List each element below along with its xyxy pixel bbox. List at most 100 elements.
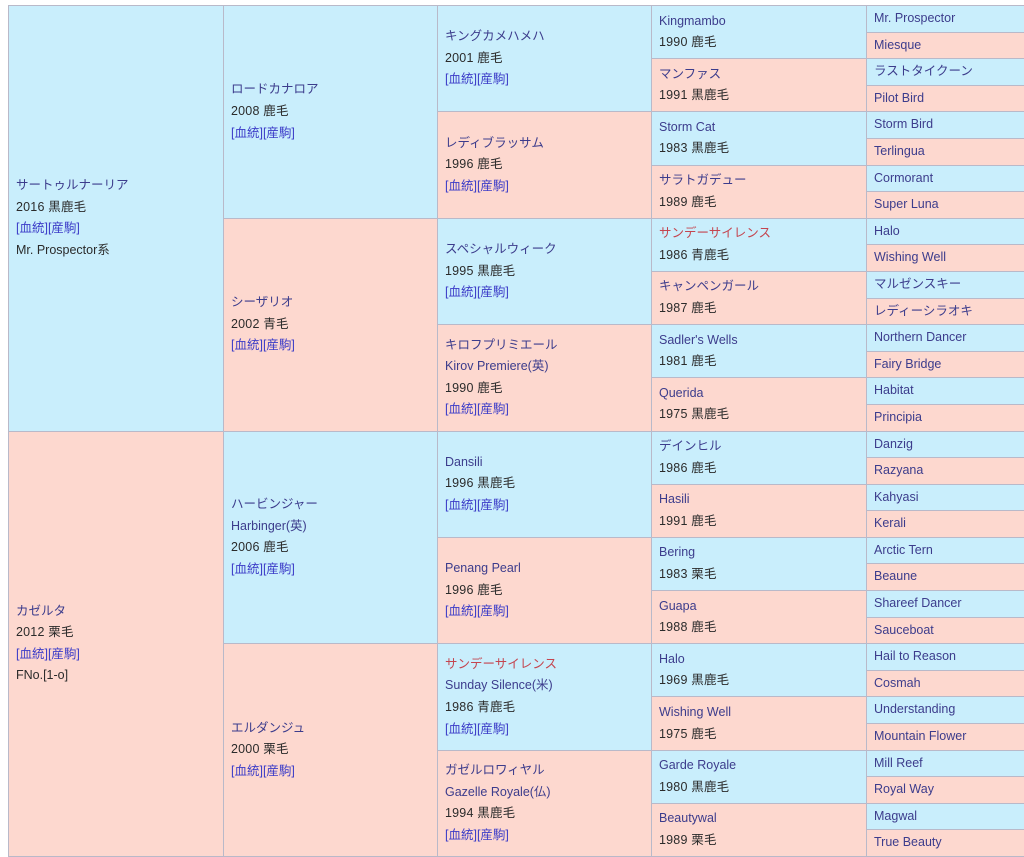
pedigree-cell-gen5-8: Halo	[867, 218, 1024, 245]
horse-name: スペシャルウィーク	[445, 239, 645, 261]
horse-year-color: 1987 鹿毛	[659, 298, 860, 320]
horse-year-color: 1986 鹿毛	[659, 458, 860, 480]
pedigree-cell-gen5-14: Habitat	[867, 378, 1024, 405]
horse-name: Bering	[659, 542, 860, 564]
horse-name: ロードカナロア	[231, 79, 431, 101]
family-number-label: FNo.[1-o]	[16, 665, 217, 687]
horse-name: Hail to Reason	[874, 646, 1024, 668]
pedigree-cell-gen5-18: Kahyasi	[867, 484, 1024, 511]
horse-name: サートゥルナーリア	[16, 175, 217, 197]
pedigree-cell-gen5-3: Pilot Bird	[867, 85, 1024, 112]
blood-offspring-links[interactable]: [血統][産駒]	[445, 282, 645, 304]
horse-name: Pilot Bird	[874, 88, 1024, 110]
horse-year-color: 1996 鹿毛	[445, 580, 645, 602]
pedigree-cell-gen5-28: Mill Reef	[867, 750, 1024, 777]
horse-name: レディブラッサム	[445, 133, 645, 155]
horse-name: デインヒル	[659, 436, 860, 458]
horse-name: Dansili	[445, 452, 645, 474]
horse-year-color: 1983 栗毛	[659, 564, 860, 586]
pedigree-cell-gen5-26: Understanding	[867, 697, 1024, 724]
blood-offspring-links[interactable]: [血統][産駒]	[231, 761, 431, 783]
horse-name: マルゼンスキー	[874, 274, 1024, 296]
horse-year-color: 1991 黒鹿毛	[659, 85, 860, 107]
blood-offspring-links[interactable]: [血統][産駒]	[445, 399, 645, 421]
pedigree-cell-gen5-30: Magwal	[867, 803, 1024, 830]
pedigree-cell-gen5-13: Fairy Bridge	[867, 351, 1024, 378]
horse-name: キングカメハメハ	[445, 26, 645, 48]
horse-year-color: 2001 鹿毛	[445, 48, 645, 70]
horse-name: Kerali	[874, 513, 1024, 535]
horse-name-foreign: Gazelle Royale(仏)	[445, 782, 645, 804]
pedigree-cell-gen5-25: Cosmah	[867, 670, 1024, 697]
horse-year-color: 2016 黒鹿毛	[16, 197, 217, 219]
pedigree-cell-gen5-16: Danzig	[867, 431, 1024, 458]
horse-name: Razyana	[874, 460, 1024, 482]
horse-name: ハービンジャー	[231, 494, 431, 516]
blood-offspring-links[interactable]: [血統][産駒]	[231, 335, 431, 357]
blood-offspring-links[interactable]: [血統][産駒]	[445, 601, 645, 623]
horse-name: Beautywal	[659, 808, 860, 830]
blood-offspring-links[interactable]: [血統][産駒]	[445, 176, 645, 198]
horse-name: シーザリオ	[231, 292, 431, 314]
blood-offspring-links[interactable]: [血統][産駒]	[445, 719, 645, 741]
horse-name: サンデーサイレンス	[659, 223, 860, 245]
pedigree-cell-gen5-7: Super Luna	[867, 192, 1024, 219]
horse-year-color: 2000 栗毛	[231, 739, 431, 761]
horse-name: Royal Way	[874, 779, 1024, 801]
horse-year-color: 2002 青毛	[231, 314, 431, 336]
horse-year-color: 1990 鹿毛	[659, 32, 860, 54]
horse-year-color: 1983 黒鹿毛	[659, 138, 860, 160]
horse-name: Kahyasi	[874, 487, 1024, 509]
horse-name: Wishing Well	[874, 247, 1024, 269]
horse-year-color: 1986 青鹿毛	[659, 245, 860, 267]
horse-name: Halo	[874, 221, 1024, 243]
horse-year-color: 2012 栗毛	[16, 622, 217, 644]
blood-offspring-links[interactable]: [血統][産駒]	[16, 218, 217, 240]
pedigree-cell-gen5-22: Shareef Dancer	[867, 591, 1024, 618]
horse-year-color: 2006 鹿毛	[231, 537, 431, 559]
horse-name: キャンペンガール	[659, 276, 860, 298]
horse-year-color: 1990 鹿毛	[445, 378, 645, 400]
horse-year-color: 1989 鹿毛	[659, 192, 860, 214]
horse-year-color: 1980 黒鹿毛	[659, 777, 860, 799]
horse-year-color: 1986 青鹿毛	[445, 697, 645, 719]
horse-name: Miesque	[874, 35, 1024, 57]
blood-offspring-links[interactable]: [血統][産駒]	[231, 559, 431, 581]
pedigree-cell-gen5-27: Mountain Flower	[867, 724, 1024, 751]
horse-name: Arctic Tern	[874, 540, 1024, 562]
horse-year-color: 1975 鹿毛	[659, 724, 860, 746]
blood-offspring-links[interactable]: [血統][産駒]	[445, 69, 645, 91]
horse-name-foreign: Sunday Silence(米)	[445, 675, 645, 697]
horse-name: Cosmah	[874, 673, 1024, 695]
horse-name: サンデーサイレンス	[445, 654, 645, 676]
horse-year-color: 1988 鹿毛	[659, 617, 860, 639]
horse-name: Terlingua	[874, 141, 1024, 163]
horse-name: Northern Dancer	[874, 327, 1024, 349]
pedigree-cell-gen5-9: Wishing Well	[867, 245, 1024, 272]
pedigree-cell-gen5-4: Storm Bird	[867, 112, 1024, 139]
horse-name: Mr. Prospector	[874, 8, 1024, 30]
blood-offspring-links[interactable]: [血統][産駒]	[16, 644, 217, 666]
blood-offspring-links[interactable]: [血統][産駒]	[445, 495, 645, 517]
horse-name: マンファス	[659, 64, 860, 86]
blood-offspring-links[interactable]: [血統][産駒]	[445, 825, 645, 847]
horse-year-color: 2008 鹿毛	[231, 101, 431, 123]
blood-offspring-links[interactable]: [血統][産駒]	[231, 123, 431, 145]
horse-name: Understanding	[874, 699, 1024, 721]
horse-year-color: 1995 黒鹿毛	[445, 261, 645, 283]
